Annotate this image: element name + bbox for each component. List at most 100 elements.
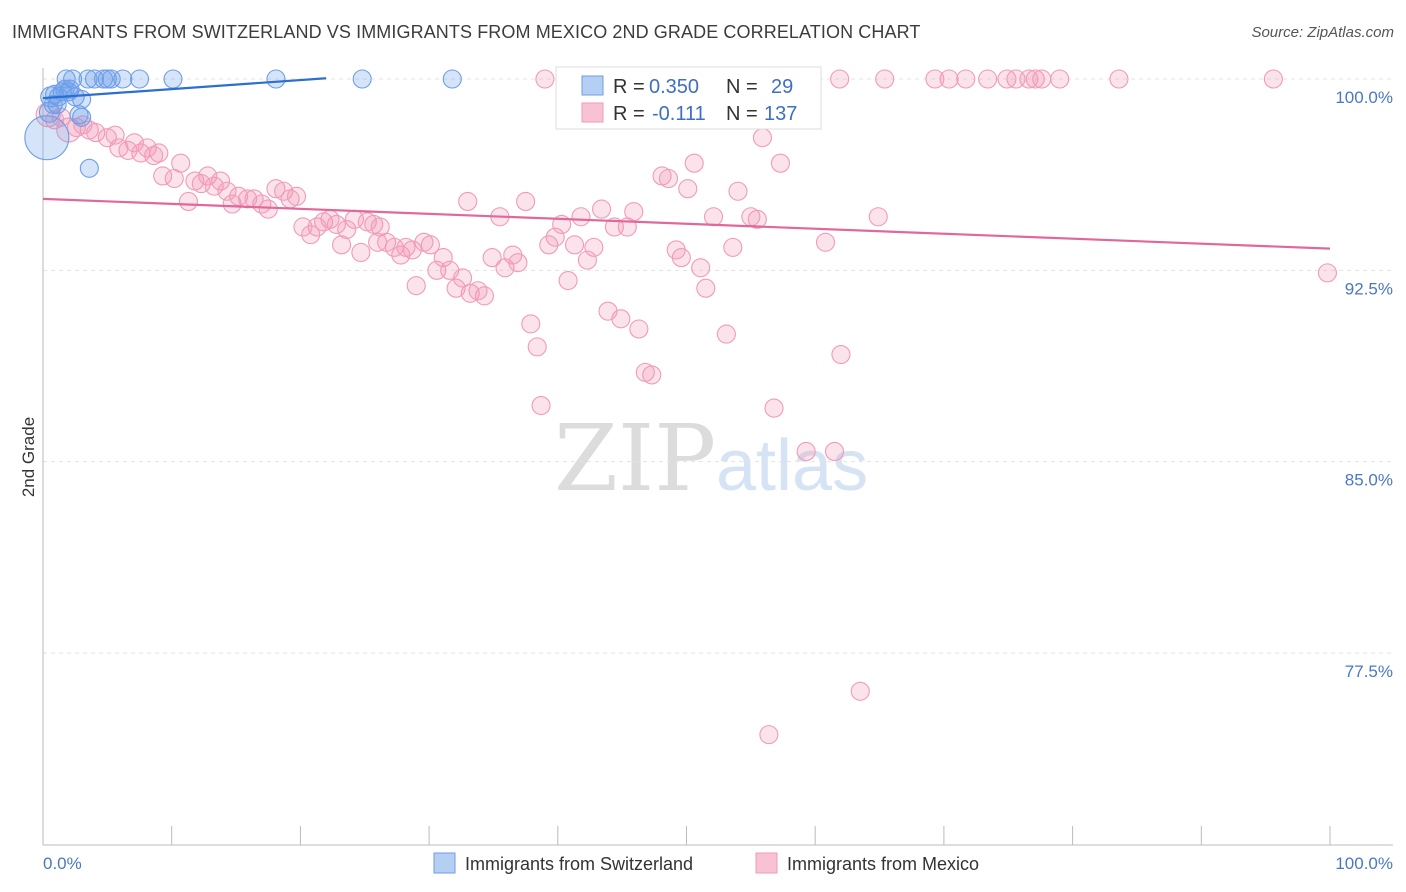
data-points [24,69,1337,745]
switzerland-trend-line [42,77,327,100]
mexico-point-114 [868,207,888,227]
mexico-point-65 [474,286,494,306]
mexico-point-139 [458,191,478,212]
y-tick-label-1: 92.5% [1345,279,1393,298]
x-tick-label-min: 0.0% [43,854,82,873]
mexico-point-37 [293,217,313,237]
mexico-point-12 [124,133,144,153]
mexico-point-100 [703,207,724,227]
stats-n-label-1: N = [726,76,758,98]
mexico-trend-line [42,197,1331,250]
mexico-point-130 [978,69,998,89]
switzerland-point-10 [72,107,92,127]
y-tick-labels: 100.0% 92.5% 85.0% 77.5% [1335,88,1393,681]
mexico-point-88 [624,202,644,222]
switzerland-point-12 [56,69,76,89]
mexico-point-96 [678,179,698,199]
mexico-point-101 [716,324,736,344]
mexico-point-109 [796,441,816,462]
stats-swatch-mexico [581,102,604,123]
mexico-point-125 [830,69,850,89]
mexico-point-93 [658,168,679,189]
switzerland-point-26 [60,79,80,99]
stats-n-label-2: N = [726,103,758,125]
mexico-point-23 [198,166,218,186]
watermark-zip: ZIP [554,405,716,512]
mexico-point-137 [1263,69,1283,89]
mexico-point-111 [824,441,845,462]
mexico-point-54 [402,240,422,260]
series-legend: Immigrants from Switzerland Immigrants f… [433,852,979,874]
mexico-point-63 [460,283,480,303]
stats-n-value-1: 29 [771,76,793,98]
mexico-point-82 [584,237,604,257]
mexico-point-43 [332,235,352,255]
mexico-point-135 [1050,69,1070,89]
mexico-point-128 [939,69,959,89]
mexico-point-83 [592,199,612,219]
stats-r-label-2: R = [613,103,645,125]
stats-swatch-switzerland [581,75,604,96]
switzerland-point-11 [79,158,99,178]
mexico-point-7 [86,123,106,143]
mexico-point-74 [531,395,551,416]
mexico-point-99 [696,278,716,298]
mexico-point-66 [482,248,502,268]
trend-lines [42,77,1331,250]
mexico-point-89 [629,319,649,339]
y-tick-label-3: 77.5% [1345,662,1393,681]
mexico-point-75 [539,235,559,255]
mexico-point-105 [747,209,767,229]
mexico-point-72 [521,314,541,334]
mexico-point-38 [301,225,321,245]
switzerland-point-18 [113,69,133,89]
source-credit: Source: ZipAtlas.com [1251,24,1394,41]
legend-swatch-switzerland [433,852,456,874]
switzerland-point-17 [101,69,121,89]
y-axis-title: 2nd Grade [19,417,38,497]
stats-legend: R = 0.350 N = 29 R = -0.111 N = 137 [555,66,822,130]
legend-label-switzerland: Immigrants from Switzerland [465,854,693,874]
mexico-point-62 [453,268,473,288]
legend-label-mexico: Immigrants from Mexico [787,854,979,874]
stats-r-value-1: 0.350 [649,76,699,98]
mexico-point-98 [691,258,711,278]
mexico-point-91 [642,365,662,385]
mexico-point-27 [222,194,242,214]
mexico-point-113 [850,681,870,701]
mexico-point-32 [258,199,278,219]
switzerland-point-14 [78,69,98,89]
x-ticks [42,826,1331,845]
mexico-point-86 [611,309,631,329]
mexico-point-55 [406,276,426,296]
mexico-point-117 [535,69,555,89]
mexico-point-61 [446,278,466,298]
mexico-point-26 [217,181,237,201]
mexico-point-140 [368,232,388,252]
stats-r-value-2: -0.111 [652,103,706,125]
mexico-point-36 [286,186,307,206]
mexico-point-34 [274,181,294,201]
switzerland-point-22 [352,69,372,89]
mexico-point-42 [326,214,346,234]
y-tick-label-2: 85.0% [1345,471,1393,490]
mexico-point-110 [815,232,836,252]
y-tick-label-0: 100.0% [1335,88,1393,107]
mexico-point-126 [875,69,895,89]
mexico-point-46 [351,242,371,263]
mexico-point-25 [211,171,231,191]
mexico-point-136 [1109,69,1129,89]
mexico-point-15 [144,145,164,166]
mexico-point-71 [516,191,536,212]
mexico-point-95 [671,248,691,268]
stats-r-label-1: R = [613,76,645,98]
mexico-point-116 [1317,263,1337,283]
mexico-point-20 [178,191,198,212]
mexico-point-9 [105,125,125,145]
mexico-point-78 [558,270,578,291]
chart-title: IMMIGRANTS FROM SWITZERLAND VS IMMIGRANT… [12,22,921,42]
mexico-point-70 [508,253,528,273]
axes [42,68,1393,846]
mexico-point-16 [149,143,169,163]
